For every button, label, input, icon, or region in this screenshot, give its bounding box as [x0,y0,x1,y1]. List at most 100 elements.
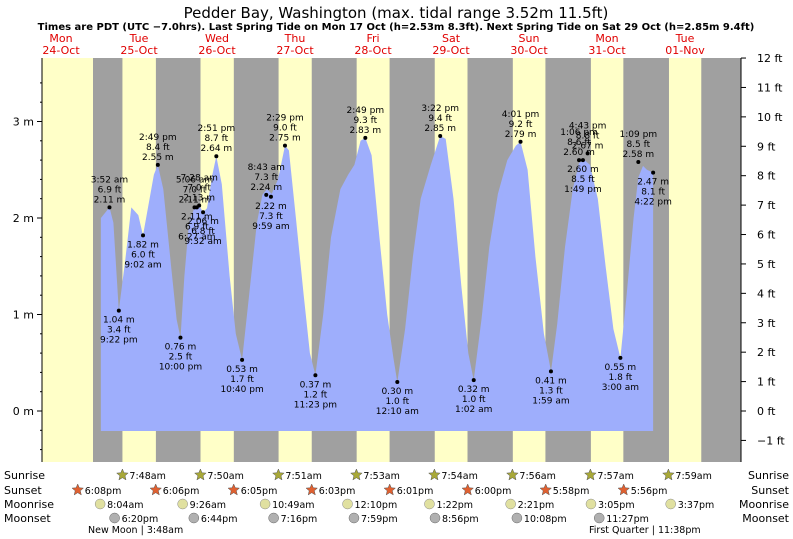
tide-annotations: 3:52 am6.9 ft2.11 m1.04 m3.4 ft9:22 pm1.… [91,104,672,417]
tick-label-ft: 4 ft [757,287,776,300]
moonrise-icon [177,498,188,510]
extreme-point [363,135,368,140]
extreme-label: 1.04 m [103,316,135,326]
sunrise-icon [584,468,597,481]
tick-label-ft: 1 ft [757,376,776,389]
moonrise-time: 3:05pm [598,500,635,511]
sunset-icon [617,483,631,496]
extreme-label: 0.41 m [535,376,567,386]
extreme-label: 2.11 m [94,195,126,205]
tick-label-ft: 6 ft [757,229,776,242]
extreme-label: 6.0 ft [131,250,155,260]
extreme-label: 10:40 pm [220,385,263,395]
sunrise-time: 7:53am [363,471,399,482]
day-name: Mon [49,32,72,45]
extreme-label: 0.30 m [381,387,413,397]
day-name: Fri [366,32,379,45]
extreme-label: 9:02 am [124,260,161,270]
sun-moon-table: 7:48am 7:50am 7:51am 7:53am 7:54am 7:56am 7:57… [71,468,714,536]
extreme-label: 1.82 m [127,240,159,250]
extreme-label: 2.85 m [424,124,456,134]
moonrise-icon [585,498,597,510]
row-label-sunset: Sunset [4,484,42,497]
day-date: 26-Oct [198,44,236,57]
extreme-label: 1.0 ft [385,397,409,407]
row-label-moonrise: Moonrise [4,498,54,511]
moonrise-icon [342,498,353,510]
moonrise-time: 10:49am [272,500,314,511]
moonset-time: 6:20pm [122,514,159,525]
sunrise-time: 7:56am [519,471,555,482]
sunset-icon [539,483,553,496]
extreme-label: 8:43 am [248,163,285,173]
extreme-point [548,369,553,374]
day-headers: Mon24-OctTue25-OctWed26-OctThu27-OctFri2… [42,32,705,57]
extreme-label: 2.47 m [637,178,669,188]
extreme-label: 8.1 ft [641,188,665,198]
extreme-label: 3:22 pm [421,104,459,114]
extreme-label: 10:00 pm [159,363,202,373]
extreme-label: 1.8 ft [609,373,633,383]
extreme-label: 2:49 pm [347,106,385,116]
extreme-point [197,203,202,208]
extreme-point [471,378,476,383]
extreme-point [651,170,656,175]
extreme-label: 9:32 am [184,237,221,247]
day-date: 01-Nov [665,44,705,57]
chart-subtitle: Times are PDT (UTC −7.0hrs). Last Spring… [38,22,755,33]
extreme-label: 1:09 pm [620,130,658,140]
extreme-point [585,151,590,156]
sunset-time: 6:08pm [85,486,122,497]
day-name: Sun [519,32,540,45]
extreme-label: 2.67 m [572,141,604,151]
moon-phase-label: New Moon | 3:48am [88,525,183,536]
moonset-icon [348,512,360,524]
moonset-time: 8:56pm [442,514,479,525]
day-name: Tue [675,32,695,45]
extreme-label: 0.76 m [165,343,197,353]
daylight-band [668,58,702,462]
extreme-label: 2.60 m [563,148,595,158]
row-label-sunset: Sunset [751,484,789,497]
extreme-label: 2.83 m [349,126,381,136]
extreme-label: 11:23 pm [294,400,337,410]
extreme-label: 7.3 ft [254,173,278,183]
moonset-time: 7:16pm [281,514,318,525]
sunset-time: 6:00pm [475,486,512,497]
extreme-label: 2.11 m [181,212,213,222]
extreme-label: 7:28 am [181,173,218,183]
extreme-point [107,205,112,210]
sunrise-icon [194,468,207,481]
extreme-point [313,373,318,378]
tick-label-ft: 3 ft [757,317,776,330]
extreme-point [618,355,623,360]
extreme-point [282,143,287,148]
moonset-icon [429,512,441,524]
extreme-label: 2:51 pm [198,124,236,134]
day-date: 28-Oct [354,44,392,57]
extreme-label: 5:06 am [176,175,213,185]
moonrise-icon [94,498,106,510]
extreme-label: 0.32 m [458,385,490,395]
extreme-label: 1:49 pm [564,185,602,195]
moonrise-icon [259,498,271,510]
day-date: 27-Oct [276,44,314,57]
moon-phase-label: First Quarter | 11:38pm [589,525,701,536]
extreme-label: 3.4 ft [107,326,131,336]
moonset-time: 6:44pm [201,514,238,525]
row-label-moonset: Moonset [742,512,789,525]
sunset-icon [149,483,163,496]
day-date: 31-Oct [588,44,626,57]
sunrise-icon [662,468,675,481]
sunrise-icon [272,468,285,481]
sunset-time: 6:03pm [319,486,356,497]
sunrise-time: 7:59am [675,471,711,482]
moonrise-icon [665,498,676,510]
axes: 0 m 1 m 2 m 3 m −1 ft 0 ft 1 ft 2 ft 3 ft 4 ft 5 f… [13,52,785,462]
tide-series [100,136,654,431]
sunrise-time: 7:50am [207,471,243,482]
extreme-label: 2.5 ft [169,353,193,363]
sunrise-time: 7:57am [597,471,633,482]
